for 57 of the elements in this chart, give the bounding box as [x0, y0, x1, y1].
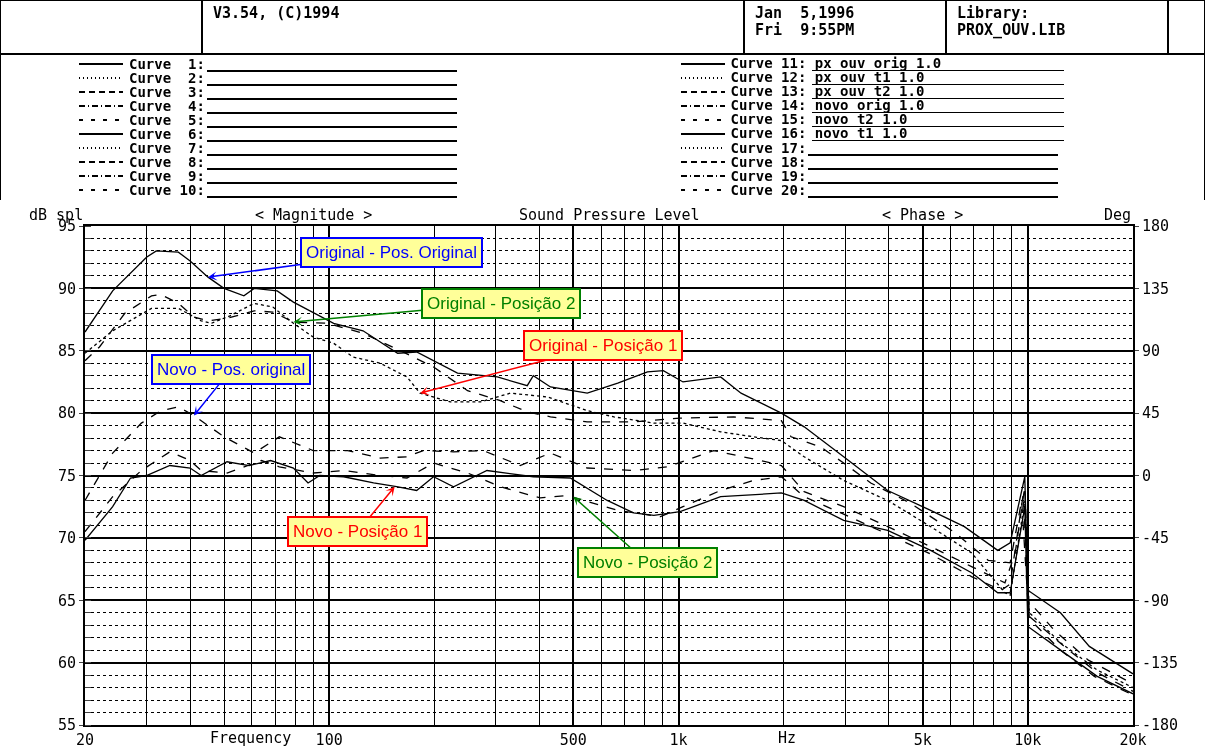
annotation: Novo - Pos. original — [157, 360, 306, 379]
text: Library: — [957, 4, 1030, 22]
x-tick-label: 5k — [913, 731, 932, 749]
annotation: Novo - Posição 2 — [583, 553, 713, 572]
y2-tick-label: 0 — [1142, 466, 1152, 485]
legend-label: Curve 11: px ouv orig 1.0 — [730, 55, 1071, 71]
text: Curve 1: — [129, 56, 205, 72]
text: Curve 20: — [730, 182, 807, 198]
text: Curve 18: — [730, 154, 807, 170]
y2-tick-label: 135 — [1142, 279, 1170, 298]
text: < Phase > — [882, 206, 964, 224]
text: PROX_OUV.LIB — [957, 21, 1066, 39]
text: Curve 17: — [730, 140, 807, 156]
y-tick-label: 65 — [57, 591, 76, 610]
legend-label: Curve 13: px ouv t2 1.0 — [730, 83, 1071, 99]
text: Curve 4: — [129, 98, 205, 114]
text: Curve 8: — [129, 154, 205, 170]
text: Curve 7: — [129, 140, 205, 156]
text: Curve 9: — [129, 168, 205, 184]
y-tick-label: 75 — [57, 466, 76, 485]
annotation: Novo - Posição 1 — [293, 522, 423, 541]
text: < Magnitude > — [255, 206, 373, 224]
y2-axis-title: Deg — [1104, 206, 1132, 224]
y2-tick-label: -135 — [1142, 653, 1179, 672]
y-tick-label: 60 — [57, 653, 76, 672]
x-tick-label: 20 — [75, 731, 95, 749]
text: Curve 3: — [129, 84, 205, 100]
annotation: Original - Posição 1 — [529, 336, 678, 355]
y2-tick-label: 90 — [1142, 342, 1161, 360]
text: Curve 2: — [129, 70, 205, 86]
text: Curve 10: — [129, 182, 205, 198]
y2-tick-label: -45 — [1142, 529, 1170, 548]
y-tick-label: 70 — [57, 529, 76, 548]
x-tick-label: 10k — [1014, 731, 1042, 749]
y-tick-label: 90 — [57, 279, 76, 298]
y2-tick-label: 180 — [1142, 217, 1170, 236]
y-tick-label: 80 — [57, 404, 76, 423]
y2-tick-label: 45 — [1142, 404, 1161, 423]
y2-tick-label: -90 — [1142, 591, 1170, 610]
annotation: Original - Pos. Original — [306, 243, 478, 262]
text: Curve 6: — [129, 126, 205, 142]
x-axis-title: Frequency — [210, 729, 292, 747]
text: V3.54, (C)1994 — [203, 1, 745, 53]
x-tick-label: 1k — [669, 731, 688, 749]
text: Jan 5,1996 — [755, 4, 855, 22]
legend-label: Curve 16: novo t1 1.0 — [730, 125, 1071, 141]
x-tick-label: 100 — [315, 731, 343, 749]
text: Hz — [778, 729, 797, 747]
x-tick-label: 500 — [559, 731, 587, 749]
annotation: Original - Posição 2 — [427, 294, 576, 313]
chart-title: Sound Pressure Level — [519, 206, 700, 224]
text: Curve 19: — [730, 168, 807, 184]
text: Fri 9:55PM — [755, 21, 855, 39]
y-tick-label: 85 — [57, 342, 76, 360]
y-tick-label: 55 — [57, 716, 76, 735]
text: Curve 5: — [129, 112, 205, 128]
legend-label: Curve 14: novo orig 1.0 — [730, 97, 1071, 113]
